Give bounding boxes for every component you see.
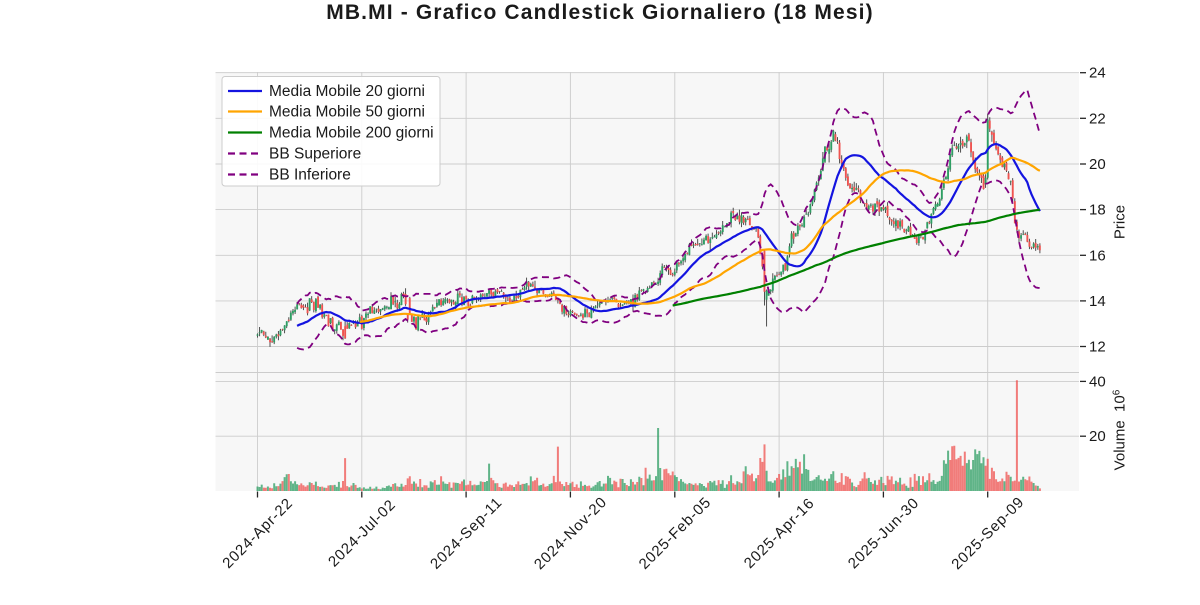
svg-text:16: 16: [1089, 247, 1106, 264]
svg-text:Media Mobile 200 giorni: Media Mobile 200 giorni: [269, 125, 434, 142]
svg-text:Volume 106: Volume 106: [1112, 389, 1129, 470]
svg-text:18: 18: [1089, 202, 1106, 219]
svg-text:BB Inferiore: BB Inferiore: [269, 167, 351, 184]
svg-text:MB.MI - Grafico Candlestick Gi: MB.MI - Grafico Candlestick Giornaliero …: [326, 1, 874, 24]
svg-text:BB Superiore: BB Superiore: [269, 146, 361, 163]
svg-text:24: 24: [1089, 65, 1106, 82]
svg-text:Media Mobile 20 giorni: Media Mobile 20 giorni: [269, 83, 425, 100]
svg-text:40: 40: [1089, 373, 1106, 390]
svg-text:Media Mobile 50 giorni: Media Mobile 50 giorni: [269, 104, 425, 121]
svg-text:20: 20: [1089, 428, 1106, 445]
svg-text:20: 20: [1089, 156, 1106, 173]
svg-text:22: 22: [1089, 110, 1106, 127]
svg-text:14: 14: [1089, 293, 1106, 310]
svg-text:12: 12: [1089, 339, 1106, 356]
svg-text:Price: Price: [1112, 205, 1129, 239]
